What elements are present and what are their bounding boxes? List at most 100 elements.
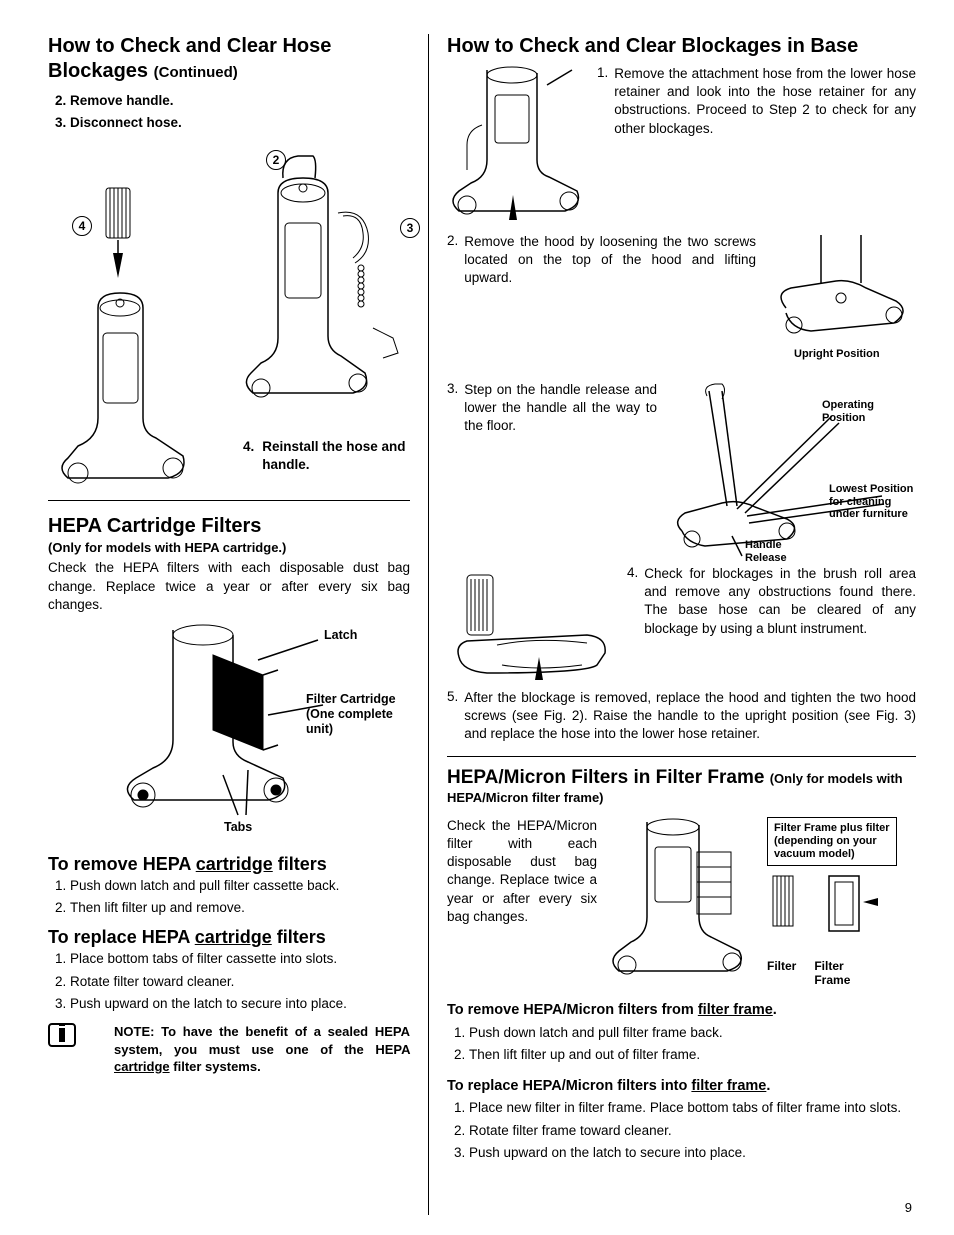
- replace-hepa-micron-steps: Place new filter in filter frame. Place …: [447, 1099, 916, 1162]
- right-column: How to Check and Clear Blockages in Base…: [428, 34, 916, 1215]
- remove-hepa-step-1: Push down latch and pull filter cassette…: [70, 877, 410, 895]
- heading-hose-blockages: How to Check and Clear Hose Blockages (C…: [48, 34, 410, 84]
- remove2-prefix: To remove HEPA/Micron filters from: [447, 1002, 694, 1018]
- replace2-prefix: To replace HEPA/Micron filters into: [447, 1078, 687, 1094]
- filter-frame-underline-1: filter frame: [698, 1002, 773, 1018]
- step4-number: 4.: [243, 438, 254, 473]
- step5-number: 5.: [447, 689, 458, 744]
- hepa-body: Check the HEPA filters with each disposa…: [48, 559, 410, 614]
- lowest-b: for cleaning: [829, 496, 891, 508]
- note-prefix: NOTE: To have the benefit of a sealed HE…: [114, 1024, 410, 1057]
- h1-line2: Blockages: [48, 60, 148, 82]
- heading-replace-hepa-micron: To replace HEPA/Micron filters into filt…: [447, 1077, 916, 1096]
- step3-row: 3. Step on the handle release and lower …: [447, 381, 916, 561]
- label-latch: Latch: [324, 628, 357, 643]
- illustration-brush-roll: [447, 565, 617, 685]
- step4-row: 4. Reinstall the hose and handle.: [243, 438, 418, 473]
- continued-label: (Continued): [154, 64, 238, 81]
- replace-hepa-step-3: Push upward on the latch to secure into …: [70, 995, 410, 1013]
- note-icon: [48, 1023, 76, 1047]
- illustration-hepa-cartridge: [108, 620, 338, 840]
- figure-base-step2: Upright Position: [766, 233, 916, 373]
- heading-base-blockages: How to Check and Clear Blockages in Base: [447, 34, 916, 59]
- handle-rel-b: Release: [745, 552, 787, 564]
- illustration-filter-small: [767, 872, 817, 957]
- frame-label-box: Filter Frame plus filter (depending on y…: [767, 817, 897, 867]
- label-filter-frame: Filter Frame: [814, 959, 850, 987]
- replace2-step-1: Place new filter in filter frame. Place …: [469, 1099, 916, 1117]
- step4-number-right: 4.: [627, 565, 638, 685]
- heading-replace-hepa: To replace HEPA cartridge filters: [48, 927, 410, 948]
- figure-hepa-cartridge: Latch Filter Cartridge (One complete uni…: [48, 620, 410, 840]
- note-text: NOTE: To have the benefit of a sealed HE…: [84, 1023, 410, 1076]
- step5-text: After the blockage is removed, replace t…: [464, 689, 916, 744]
- step1-text: Remove the attachment hose from the lowe…: [614, 65, 916, 225]
- frame-label-column: Filter Frame plus filter (depending on y…: [767, 817, 897, 988]
- step2-number: 2.: [447, 233, 458, 288]
- hepa2-h-a: HEPA/Micron Filters in Filter Frame: [447, 767, 764, 788]
- hepa-subtitle: (Only for models with HEPA cartridge.): [48, 540, 410, 557]
- lowest-a: Lowest Position: [829, 483, 913, 495]
- heading-hepa-cartridge: HEPA Cartridge Filters: [48, 515, 410, 538]
- remove2-step-1: Push down latch and pull filter frame ba…: [469, 1024, 916, 1042]
- step1-text-wrap: 1. Remove the attachment hose from the l…: [597, 65, 916, 225]
- step1-row: 1. Remove the attachment hose from the l…: [447, 65, 916, 225]
- remove-hepa-micron-steps: Push down latch and pull filter frame ba…: [447, 1024, 916, 1064]
- replace-hepa-steps: Place bottom tabs of filter cassette int…: [48, 950, 410, 1013]
- illustration-vacuum-left: [48, 178, 218, 518]
- hepa2-body-row: Check the HEPA/Micron filter with each d…: [447, 817, 916, 988]
- illustration-hepa-micron: [607, 817, 757, 987]
- label-upright-position: Upright Position: [794, 348, 880, 361]
- frame-lbl-a: Filter: [814, 959, 843, 973]
- heading-remove-hepa: To remove HEPA cartridge filters: [48, 854, 410, 875]
- label-lowest-position: Lowest Position for cleaning under furni…: [829, 483, 913, 521]
- page-number: 9: [905, 1200, 912, 1215]
- filters-suffix-1: filters: [278, 854, 327, 874]
- step3-number: 3.: [447, 381, 458, 436]
- frame-lbl-b: Frame: [814, 973, 850, 987]
- filters-suffix-2: filters: [277, 927, 326, 947]
- top-steps-list: Remove handle. Disconnect hose.: [48, 92, 410, 132]
- label-tabs: Tabs: [224, 820, 252, 835]
- note-row: NOTE: To have the benefit of a sealed HE…: [48, 1023, 410, 1076]
- replace-hepa-prefix: To replace HEPA: [48, 927, 190, 947]
- remove-hepa-steps: Push down latch and pull filter cassette…: [48, 877, 410, 917]
- step3-text: Step on the handle release and lower the…: [464, 381, 657, 436]
- figure-handle-positions: Operating Position Lowest Position for c…: [667, 381, 916, 561]
- filter-frame-underline-2: filter frame: [691, 1078, 766, 1094]
- illustration-vacuum-right: [243, 138, 423, 438]
- step2-text: Remove the hood by loosening the two scr…: [464, 233, 756, 288]
- h1-line1: How to Check and Clear Hose: [48, 35, 331, 57]
- step2-row: 2. Remove the hood by loosening the two …: [447, 233, 916, 373]
- replace2-step-3: Push upward on the latch to secure into …: [469, 1144, 916, 1162]
- step4-text: Reinstall the hose and handle.: [262, 438, 418, 473]
- remove2-step-2: Then lift filter up and out of filter fr…: [469, 1046, 916, 1064]
- handle-rel-a: Handle: [745, 539, 782, 551]
- step-remove-handle: Remove handle.: [70, 92, 410, 110]
- step-disconnect-hose: Disconnect hose.: [70, 114, 410, 132]
- note-cartridge-underline: cartridge: [114, 1059, 170, 1074]
- label-filter: Filter: [767, 959, 796, 987]
- figure-vacuum-disassembly: 2 3 4: [48, 138, 410, 488]
- cartridge-underline-1: cartridge: [196, 854, 273, 874]
- note-suffix: filter systems.: [173, 1059, 260, 1074]
- remove-hepa-step-2: Then lift filter up and remove.: [70, 899, 410, 917]
- illustration-frame-small: [823, 872, 883, 957]
- replace2-step-2: Rotate filter frame toward cleaner.: [469, 1122, 916, 1140]
- label-operating-position: Operating Position: [822, 399, 916, 425]
- left-column: How to Check and Clear Hose Blockages (C…: [48, 34, 428, 1215]
- label-filter-cartridge: Filter Cartridge (One complete unit): [306, 692, 416, 737]
- replace-hepa-step-1: Place bottom tabs of filter cassette int…: [70, 950, 410, 968]
- hepa2-body: Check the HEPA/Micron filter with each d…: [447, 817, 597, 988]
- label-handle-release: Handle Release: [745, 539, 787, 564]
- step4-text-right: Check for blockages in the brush roll ar…: [644, 565, 916, 685]
- illustration-base-step1: [447, 65, 587, 225]
- remove-hepa-prefix: To remove HEPA: [48, 854, 191, 874]
- step5-row: 5. After the blockage is removed, replac…: [447, 689, 916, 744]
- heading-hepa-micron: HEPA/Micron Filters in Filter Frame: [447, 767, 770, 788]
- heading-remove-hepa-micron: To remove HEPA/Micron filters from filte…: [447, 1001, 916, 1020]
- separator-2: [447, 756, 916, 757]
- replace-hepa-step-2: Rotate filter toward cleaner.: [70, 973, 410, 991]
- step4-row-right: 4. Check for blockages in the brush roll…: [447, 565, 916, 685]
- step1-number: 1.: [597, 65, 608, 225]
